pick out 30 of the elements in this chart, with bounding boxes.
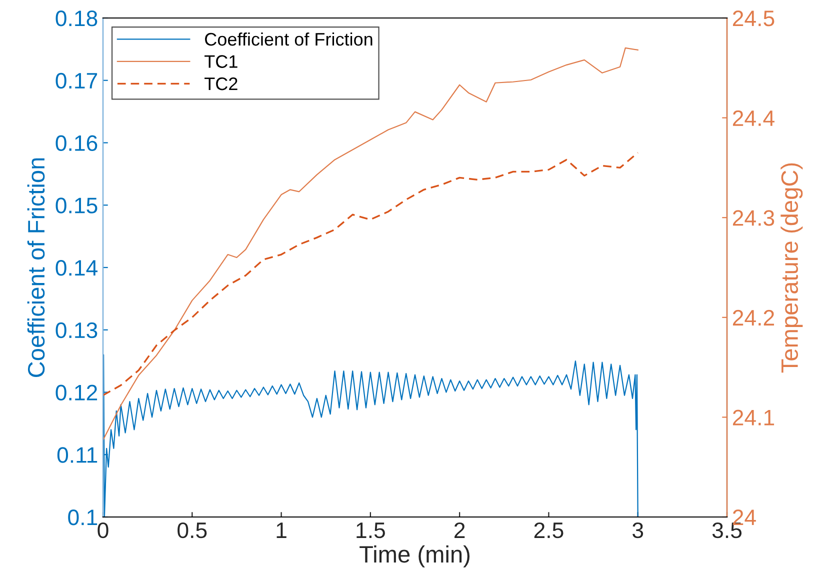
y-tick-label: 0.18 (56, 10, 98, 26)
y-tick-label: 0.15 (56, 198, 98, 214)
x-axis-title: Time (min) (360, 545, 470, 568)
y-tick-label: 0.14 (56, 260, 98, 276)
y2-tick-label: 24.2 (732, 310, 774, 326)
y2-tick-label: 24.4 (732, 110, 774, 126)
legend-label: TC1 (204, 55, 238, 68)
y-tick-label: 0.1 (68, 510, 98, 526)
x-tick-label: 0.5 (178, 522, 207, 538)
legend-label: TC2 (204, 77, 238, 90)
x-tick-label: 2 (454, 522, 465, 538)
y2-tick-label: 24.5 (732, 10, 774, 26)
x-tick-label: 3 (632, 522, 644, 538)
y-tick-label: 0.13 (56, 322, 98, 338)
y2-tick-label: 24.3 (732, 210, 774, 226)
x-tick-label: 1.5 (356, 522, 385, 538)
y2-axis-title: Temperature (degC) (780, 163, 803, 373)
y-tick-label: 0.12 (56, 384, 98, 401)
line-series (103, 152, 639, 396)
y2-tick-label: 24 (732, 510, 756, 526)
x-tick-label: 2.5 (534, 522, 564, 538)
legend-label: Coefficient of Friction (205, 32, 372, 46)
y-axis-title: Coefficient of Friction (27, 158, 45, 377)
y-tick-label: 0.16 (56, 135, 98, 152)
x-tick-label: 0 (98, 522, 108, 538)
y2-tick-label: 24.1 (732, 410, 774, 426)
y-tick-label: 0.11 (57, 447, 98, 463)
y-tick-label: 0.17 (56, 72, 98, 89)
line-series (103, 47, 638, 441)
x-tick-label: 1 (276, 522, 286, 538)
